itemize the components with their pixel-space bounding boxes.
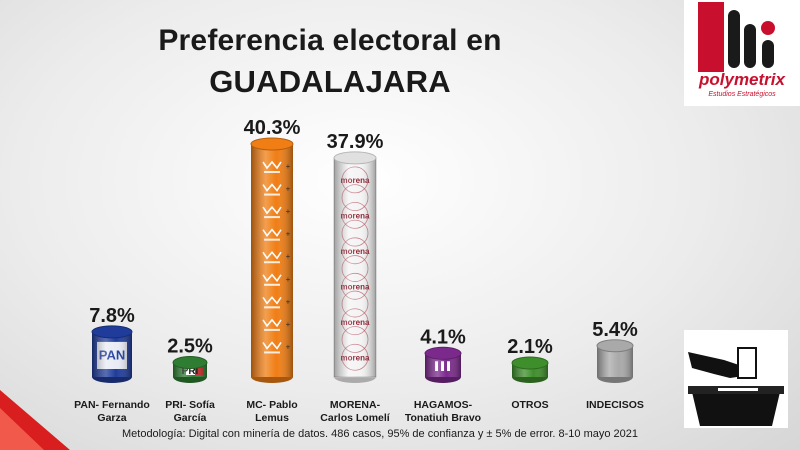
brand-tagline: Estudios Estratégicos <box>708 91 776 98</box>
polymetrix-logo: polymetrix Estudios Estratégicos <box>684 0 800 106</box>
ballot-box-icon <box>684 330 788 428</box>
data-label: 2.1% <box>507 336 553 358</box>
category-label: OTROS <box>511 399 548 411</box>
bar-morena: morenamorenamorenamorenamorenamorena <box>333 151 377 383</box>
bar-otros <box>511 356 549 383</box>
data-label: 40.3% <box>244 117 301 139</box>
category-label: PAN- Fernando Garza <box>74 399 150 424</box>
corner-decoration <box>0 390 70 450</box>
polymetrix-logo-mark <box>698 2 775 72</box>
category-label: MC- Pablo Lemus <box>246 399 297 424</box>
bar-indecisos <box>596 339 634 383</box>
bar-mc-pablo: +++++++++ <box>250 137 294 383</box>
category-label: HAGAMOS-Tonatiuh Bravo <box>405 399 481 424</box>
bar-hagamos <box>424 346 462 383</box>
data-label: 7.8% <box>89 305 135 327</box>
data-label: 5.4% <box>592 319 638 341</box>
category-label: MORENA-Carlos Lomelí <box>320 399 391 424</box>
chart-subtitle: GUADALAJARA <box>209 64 451 99</box>
bar-pri-sof-a: PRI <box>172 356 208 383</box>
brand-name: polymetrix <box>699 70 785 89</box>
data-label: 2.5% <box>167 336 213 358</box>
data-label: 4.1% <box>420 326 466 348</box>
chart-title: Preferencia electoral en <box>158 24 502 57</box>
bar-pan-fernando: PAN <box>91 325 133 383</box>
category-label: PRI- Sofía García <box>165 399 215 424</box>
methodology-footnote: Metodología: Digital con minería de dato… <box>121 428 638 440</box>
data-label: 37.9% <box>327 131 384 153</box>
category-label: INDECISOS <box>586 399 644 411</box>
